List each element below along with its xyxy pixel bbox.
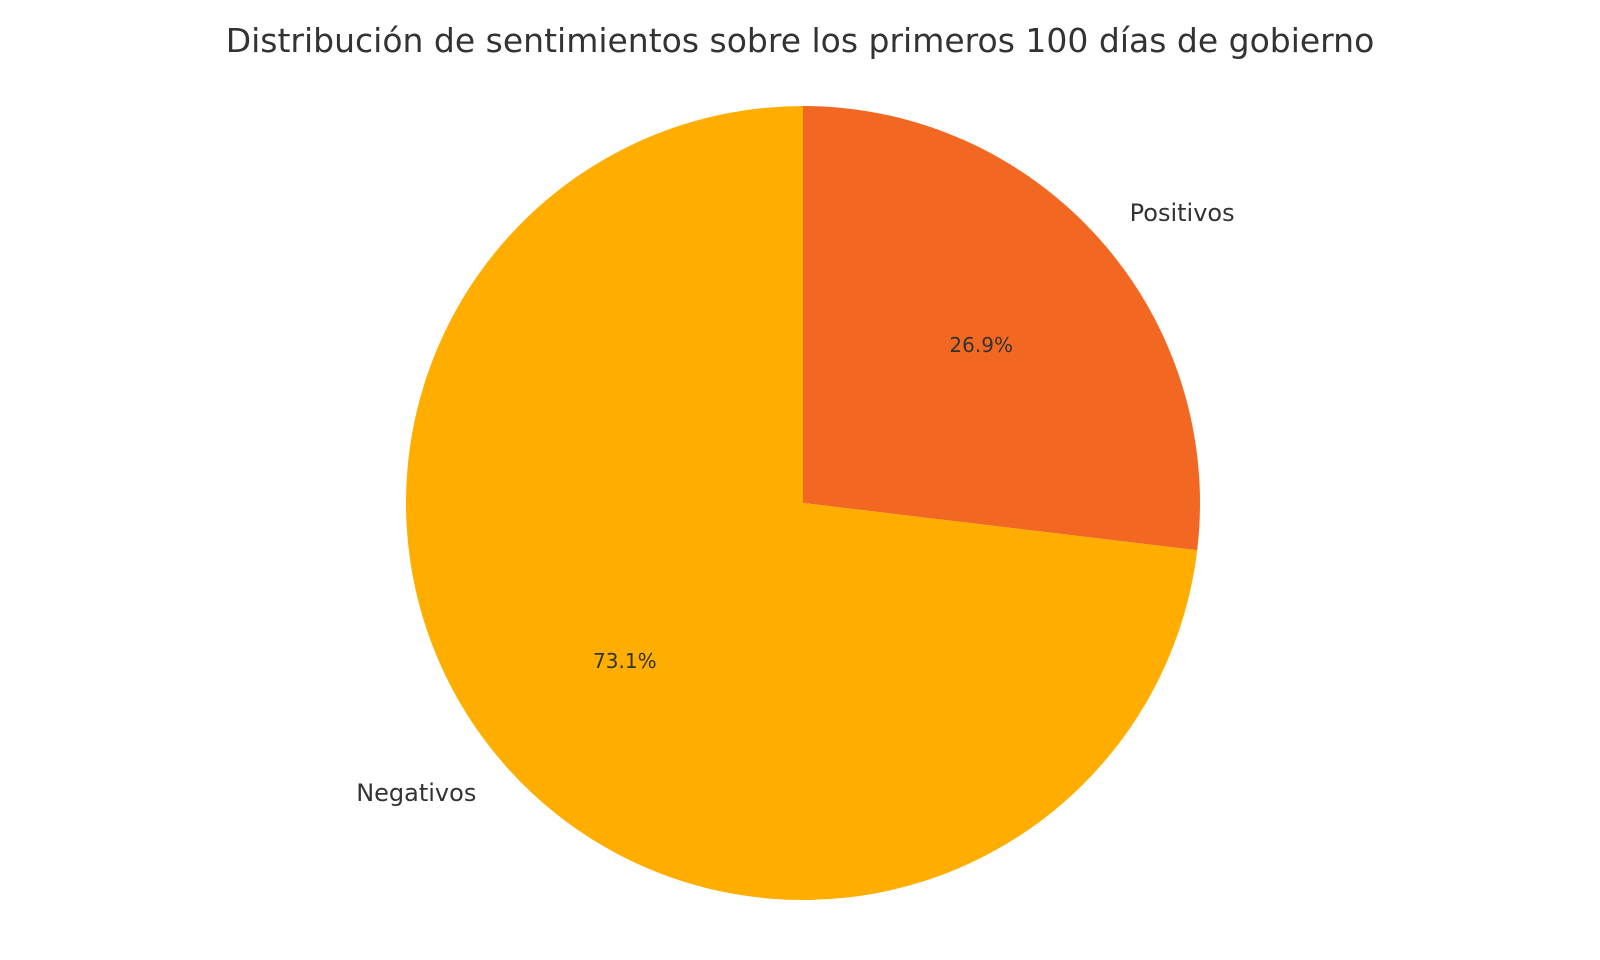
slice-label-negativos: Negativos	[356, 779, 476, 807]
pie-labels: Positivos 26.9% Negativos 73.1%	[356, 199, 1234, 807]
pie-slice-positivos	[803, 106, 1200, 551]
pie-slice-negativos	[405, 106, 1198, 901]
slice-percent-negativos: 73.1%	[593, 649, 657, 673]
slice-label-positivos: Positivos	[1130, 199, 1235, 227]
chart-title: Distribución de sentimientos sobre los p…	[226, 21, 1375, 60]
slice-percent-positivos: 26.9%	[949, 333, 1013, 357]
pie-slices	[405, 106, 1200, 901]
